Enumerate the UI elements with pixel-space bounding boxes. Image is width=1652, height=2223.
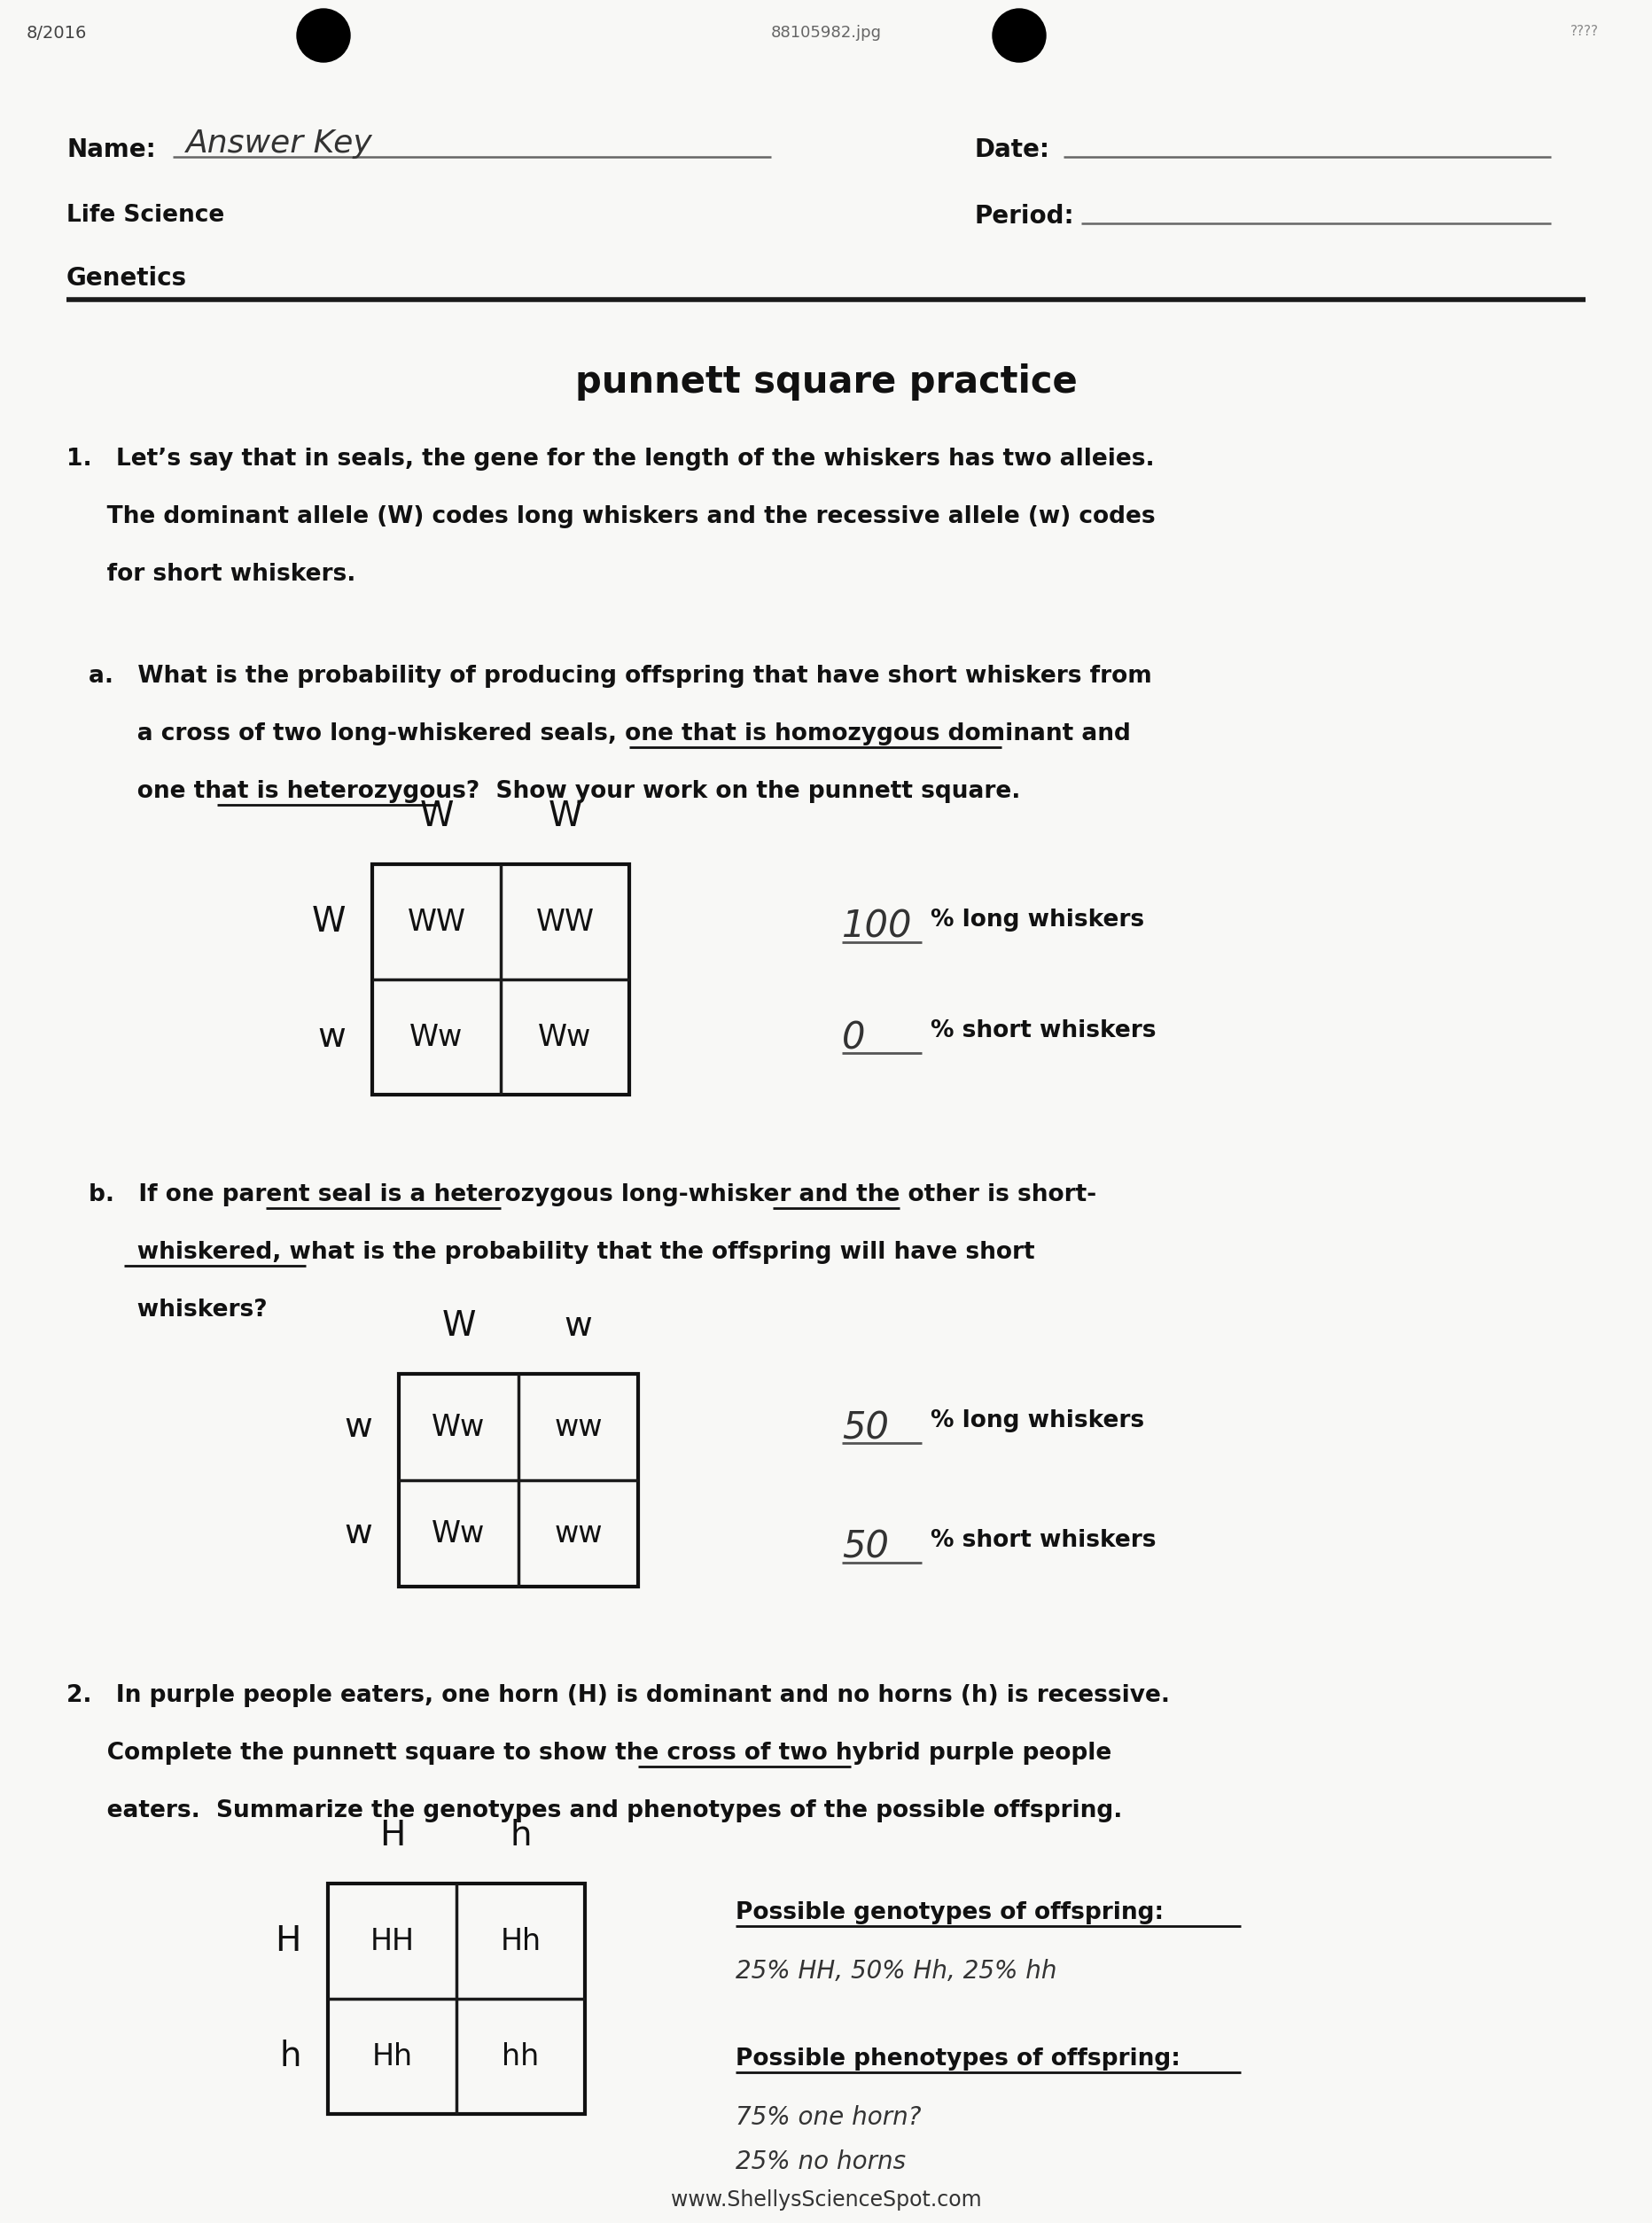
Text: % short whiskers: % short whiskers xyxy=(930,1529,1156,1552)
Text: W: W xyxy=(312,905,345,938)
Text: ww: ww xyxy=(553,1412,603,1443)
Text: 100: 100 xyxy=(843,909,912,945)
Text: whiskers?: whiskers? xyxy=(89,1298,268,1320)
Text: Ww: Ww xyxy=(431,1518,486,1547)
Text: 75% one horn?: 75% one horn? xyxy=(735,2105,922,2130)
Text: Complete the punnett square to show the cross of two hybrid purple people: Complete the punnett square to show the … xyxy=(66,1741,1112,1765)
Text: punnett square practice: punnett square practice xyxy=(575,362,1077,400)
Text: W: W xyxy=(441,1309,476,1343)
Text: W: W xyxy=(420,800,454,834)
Text: Date:: Date: xyxy=(975,138,1051,162)
Text: 25% no horns: 25% no horns xyxy=(735,2150,905,2174)
Text: www.ShellysScienceSpot.com: www.ShellysScienceSpot.com xyxy=(671,2190,981,2210)
Text: % long whiskers: % long whiskers xyxy=(930,909,1145,931)
Text: a cross of two long-whiskered seals, one that is homozygous dominant and: a cross of two long-whiskered seals, one… xyxy=(89,722,1130,745)
Circle shape xyxy=(993,9,1046,62)
Text: Hh: Hh xyxy=(501,1927,542,1956)
Text: WW: WW xyxy=(408,907,466,936)
Text: Life Science: Life Science xyxy=(66,205,225,227)
Text: 1.   Let’s say that in seals, the gene for the length of the whiskers has two al: 1. Let’s say that in seals, the gene for… xyxy=(66,447,1155,471)
Text: h: h xyxy=(510,1818,532,1852)
Text: H: H xyxy=(276,1925,301,1958)
Text: Possible phenotypes of offspring:: Possible phenotypes of offspring: xyxy=(735,2047,1181,2070)
Text: w: w xyxy=(344,1409,372,1445)
Text: w: w xyxy=(344,1516,372,1549)
Circle shape xyxy=(297,9,350,62)
Bar xyxy=(372,865,629,1094)
Text: % short whiskers: % short whiskers xyxy=(930,1020,1156,1043)
Bar xyxy=(398,1374,638,1587)
Text: 50: 50 xyxy=(843,1409,889,1447)
Text: HH: HH xyxy=(370,1927,415,1956)
Text: 2.   In purple people eaters, one horn (H) is dominant and no horns (h) is reces: 2. In purple people eaters, one horn (H)… xyxy=(66,1685,1170,1707)
Text: 88105982.jpg: 88105982.jpg xyxy=(770,24,882,40)
Text: Hh: Hh xyxy=(372,2041,413,2072)
Text: eaters.  Summarize the genotypes and phenotypes of the possible offspring.: eaters. Summarize the genotypes and phen… xyxy=(66,1798,1122,1823)
Text: Ww: Ww xyxy=(431,1412,486,1443)
Text: whiskered, what is the probability that the offspring will have short: whiskered, what is the probability that … xyxy=(89,1240,1034,1265)
Text: ww: ww xyxy=(553,1518,603,1547)
Text: ????: ???? xyxy=(1571,24,1599,38)
Text: a.   What is the probability of producing offspring that have short whiskers fro: a. What is the probability of producing … xyxy=(89,665,1151,687)
Text: 8/2016: 8/2016 xyxy=(26,24,88,42)
Text: Name:: Name: xyxy=(66,138,155,162)
Text: w: w xyxy=(317,1020,345,1054)
Text: b.   If one parent seal is a heterozygous long-whisker and the other is short-: b. If one parent seal is a heterozygous … xyxy=(89,1183,1097,1207)
Text: Possible genotypes of offspring:: Possible genotypes of offspring: xyxy=(735,1901,1163,1925)
Text: 25% HH, 50% Hh, 25% hh: 25% HH, 50% Hh, 25% hh xyxy=(735,1958,1057,1983)
Text: Ww: Ww xyxy=(410,1023,463,1051)
Text: H: H xyxy=(380,1818,405,1852)
Bar xyxy=(327,1883,585,2114)
Text: W: W xyxy=(548,800,582,834)
Text: WW: WW xyxy=(535,907,595,936)
Text: 0: 0 xyxy=(843,1020,866,1056)
Text: one that is heterozygous?  Show your work on the punnett square.: one that is heterozygous? Show your work… xyxy=(89,780,1021,803)
Text: h: h xyxy=(279,2038,301,2074)
Text: w: w xyxy=(565,1309,593,1343)
Text: % long whiskers: % long whiskers xyxy=(930,1409,1145,1432)
Text: 50: 50 xyxy=(843,1529,889,1567)
Text: for short whiskers.: for short whiskers. xyxy=(66,562,355,587)
Text: Genetics: Genetics xyxy=(66,267,187,291)
Text: hh: hh xyxy=(502,2041,540,2072)
Text: Period:: Period: xyxy=(975,205,1075,229)
Text: The dominant allele (W) codes long whiskers and the recessive allele (w) codes: The dominant allele (W) codes long whisk… xyxy=(66,505,1155,529)
Text: Ww: Ww xyxy=(539,1023,591,1051)
Text: Answer Key: Answer Key xyxy=(187,129,373,158)
